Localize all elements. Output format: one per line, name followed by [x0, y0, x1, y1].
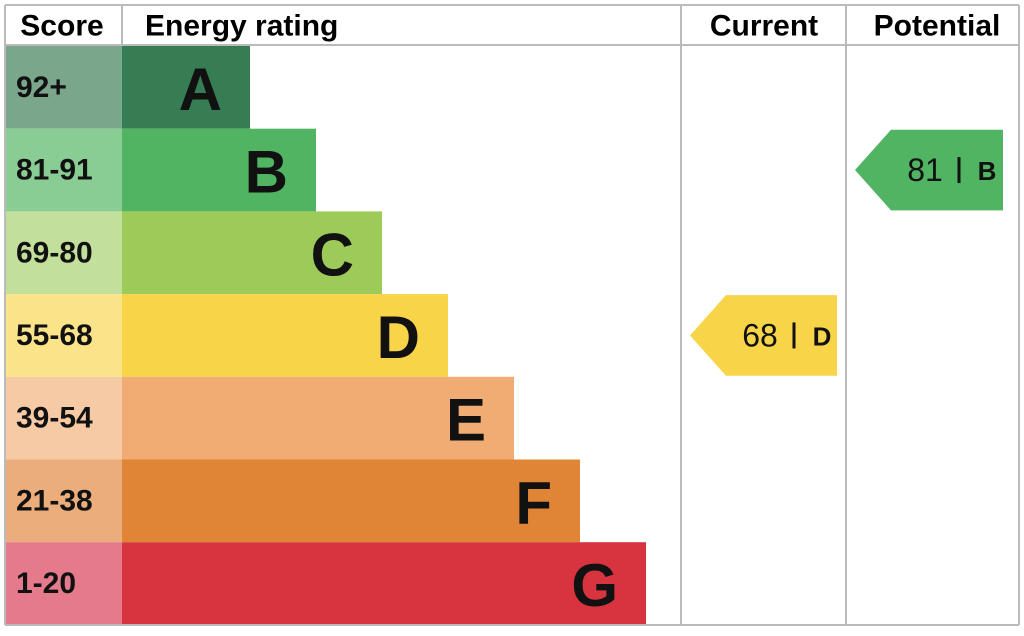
score-label: 39-54 — [16, 402, 93, 435]
rating-letter: F — [515, 469, 552, 536]
score-label: 1-20 — [16, 567, 76, 600]
rating-bar — [122, 211, 382, 295]
rating-bar — [122, 376, 514, 460]
rating-bar — [122, 46, 250, 129]
score-cell — [5, 211, 122, 295]
current-score: 68 — [742, 317, 778, 353]
header-score: Score — [20, 10, 103, 43]
score-label: 55-68 — [16, 319, 93, 352]
rating-bar — [122, 459, 580, 543]
score-label: 69-80 — [16, 236, 93, 269]
rating-letter: E — [446, 387, 486, 454]
score-label: 21-38 — [16, 484, 93, 517]
rating-letter: B — [245, 139, 288, 206]
score-label: 81-91 — [16, 154, 93, 187]
rating-letter: A — [179, 56, 222, 123]
header-rating: Energy rating — [145, 10, 338, 43]
header-potential: Potential — [874, 10, 1001, 43]
header-current: Current — [710, 10, 818, 43]
rating-letter: C — [311, 221, 354, 288]
rating-bar — [122, 542, 646, 625]
potential-arrow — [855, 129, 1003, 211]
score-cell — [5, 294, 122, 377]
rating-bar — [122, 294, 448, 377]
rating-letter: D — [377, 304, 420, 371]
current-rating: D — [813, 321, 832, 351]
current-arrow — [690, 295, 837, 376]
score-label: 92+ — [16, 71, 67, 104]
score-cell — [5, 542, 122, 625]
rating-letter: G — [571, 552, 618, 619]
score-cell — [5, 459, 122, 543]
score-cell — [5, 376, 122, 460]
potential-score: 81 — [907, 152, 943, 188]
score-cell — [5, 46, 122, 129]
score-cell — [5, 128, 122, 212]
potential-rating: B — [978, 156, 997, 186]
rating-bar — [122, 128, 316, 212]
